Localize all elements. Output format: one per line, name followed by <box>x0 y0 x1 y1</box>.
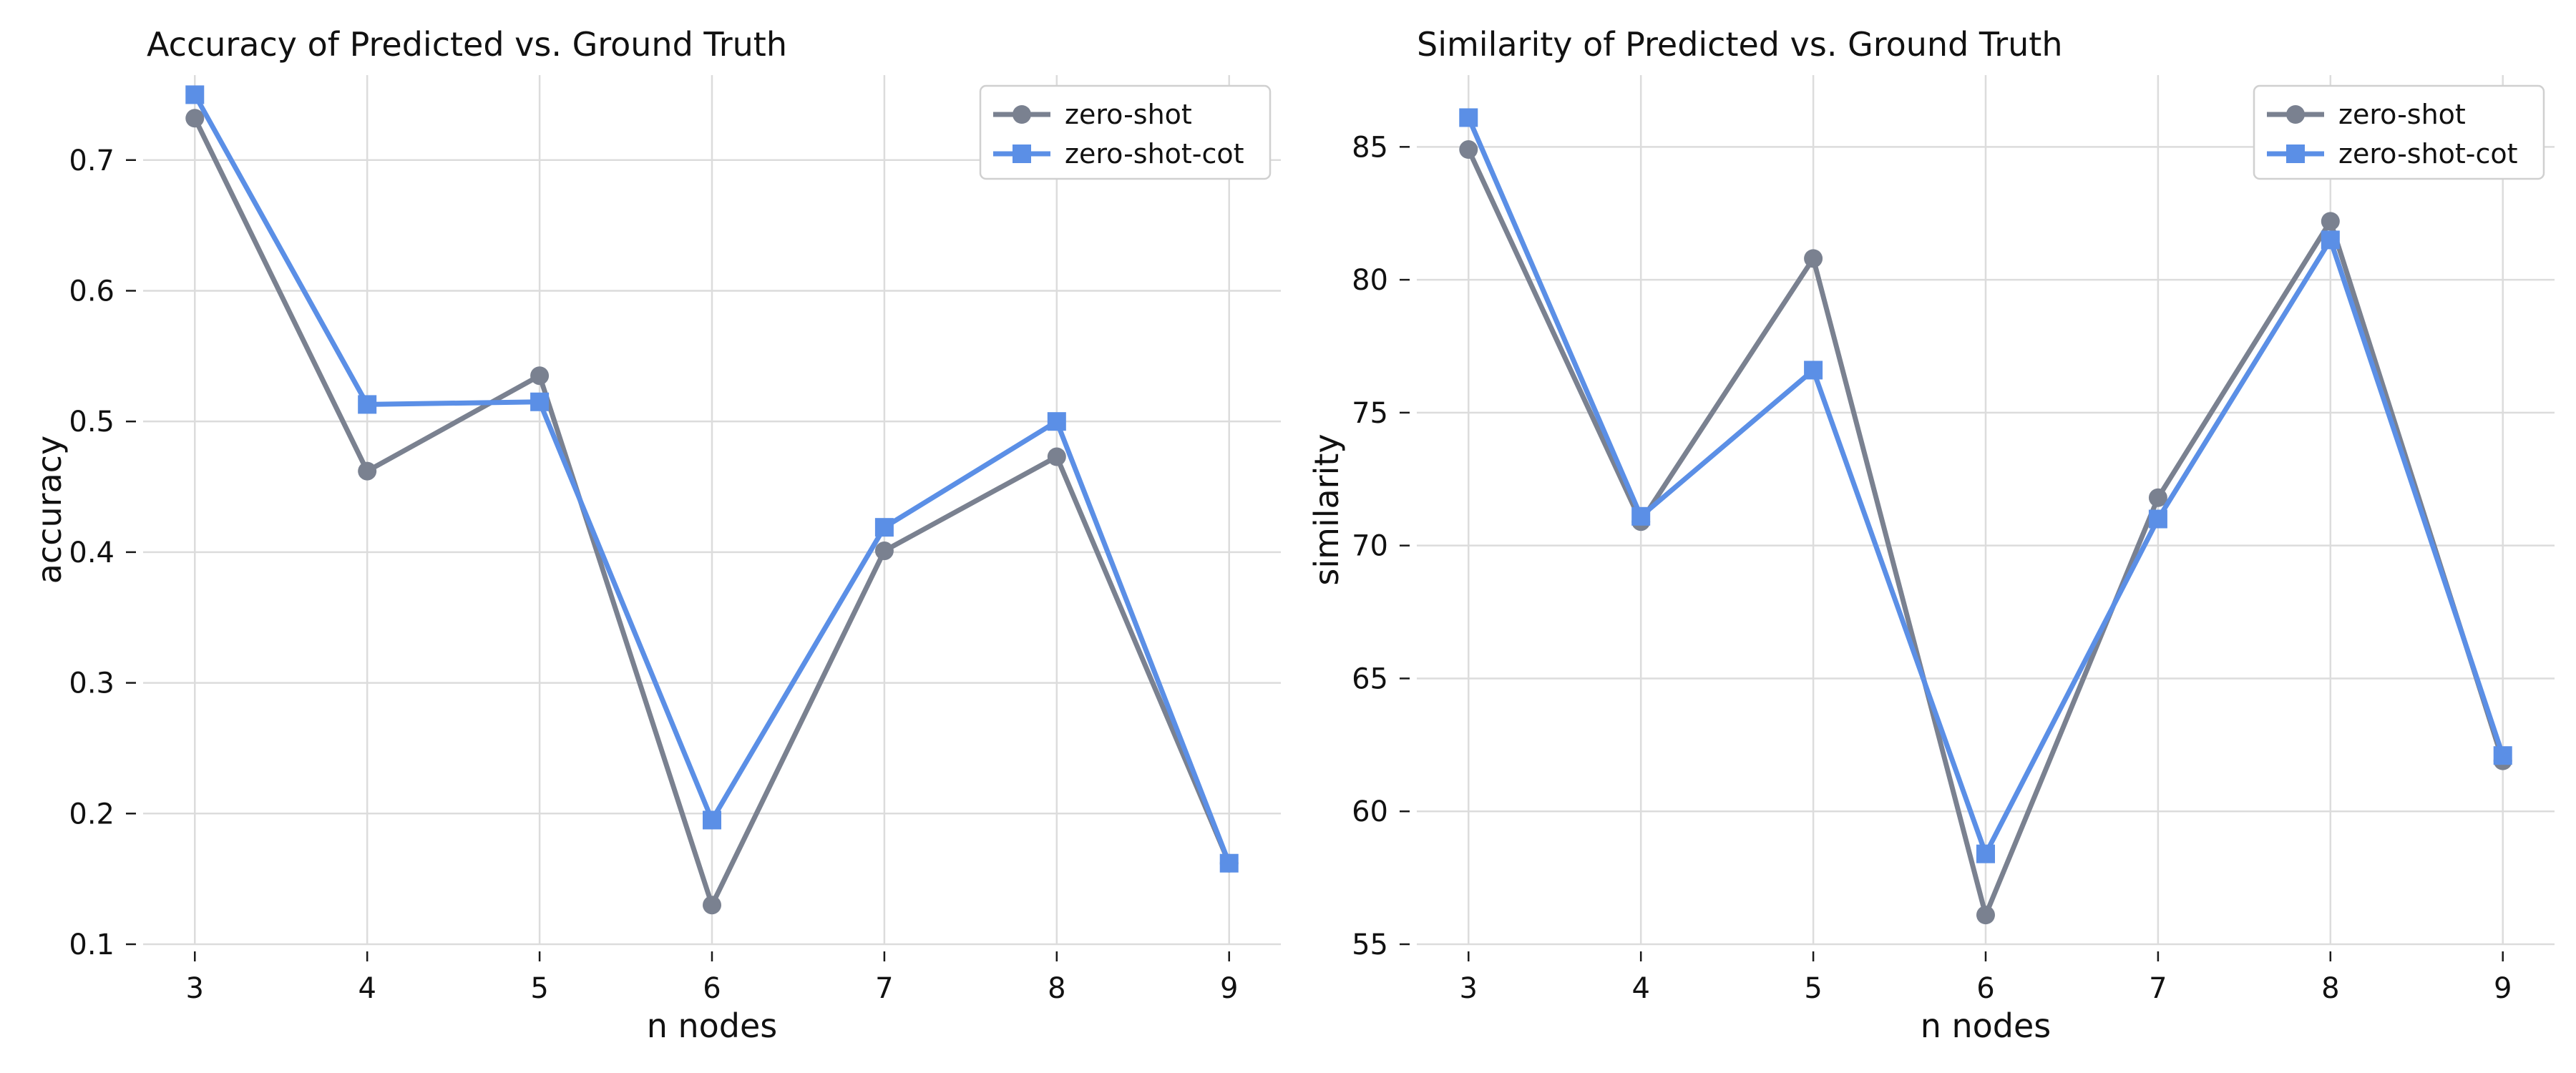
accuracy-legend-box <box>979 84 1272 180</box>
accuracy-legend-label: zero-shot-cot <box>1065 138 1244 170</box>
accuracy-data-point <box>703 810 721 830</box>
accuracy-legend-marker <box>1013 105 1031 124</box>
accuracy-chart-xlabel: n nodes <box>647 1006 778 1045</box>
similarity-ytick-label: 85 <box>1352 131 1388 164</box>
similarity-data-point <box>2321 212 2340 231</box>
accuracy-data-point <box>185 109 205 128</box>
similarity-legend-box <box>2253 84 2545 180</box>
similarity-ytick-label: 60 <box>1352 795 1388 828</box>
accuracy-data-point <box>358 395 377 414</box>
similarity-data-point <box>2321 230 2340 250</box>
similarity-data-point <box>1459 140 1478 160</box>
accuracy-xtick-label: 3 <box>186 972 204 1005</box>
accuracy-xtick-label: 4 <box>358 972 376 1005</box>
similarity-legend-label: zero-shot <box>2338 99 2466 130</box>
accuracy-series-zero-shot <box>185 109 1239 915</box>
similarity-data-point <box>1631 506 1651 526</box>
similarity-legend-label: zero-shot-cot <box>2338 138 2518 170</box>
similarity-data-point <box>2148 488 2167 507</box>
similarity-data-point <box>1804 249 1823 268</box>
accuracy-ytick-label: 0.5 <box>69 406 114 438</box>
similarity-ytick-label: 65 <box>1352 662 1388 695</box>
accuracy-data-point <box>1047 447 1066 466</box>
similarity-xtick-label: 7 <box>2149 972 2167 1005</box>
accuracy-data-point <box>703 896 721 915</box>
similarity-ytick-label: 80 <box>1352 264 1388 297</box>
accuracy-chart-ylabel: accuracy <box>30 436 69 584</box>
similarity-series-zero-shot-cot <box>1459 108 2512 863</box>
accuracy-legend-marker <box>1013 144 1031 163</box>
similarity-data-point <box>2148 509 2167 529</box>
similarity-chart: Similarity of Predicted vs. Ground Truth… <box>1307 25 2555 1045</box>
accuracy-chart: Accuracy of Predicted vs. Ground Truth n… <box>30 25 1281 1045</box>
similarity-data-point <box>2493 746 2512 765</box>
accuracy-data-point <box>1047 412 1066 431</box>
similarity-chart-xlabel: n nodes <box>1921 1006 2051 1045</box>
accuracy-ytick-label: 0.7 <box>69 144 114 177</box>
accuracy-series-zero-shot-cot <box>185 85 1239 873</box>
accuracy-ytick-label: 0.4 <box>69 536 114 569</box>
accuracy-xtick-label: 5 <box>530 972 548 1005</box>
accuracy-ytick-label: 0.2 <box>69 798 114 831</box>
accuracy-data-point <box>358 461 377 481</box>
similarity-grid <box>1417 75 2555 946</box>
accuracy-xtick-label: 8 <box>1048 972 1065 1005</box>
similarity-chart-ylabel: similarity <box>1307 433 1346 585</box>
similarity-data-point <box>1976 844 1995 863</box>
similarity-ytick-label: 55 <box>1352 929 1388 961</box>
similarity-xtick-label: 5 <box>1804 972 1822 1005</box>
similarity-xtick-label: 6 <box>1976 972 1994 1005</box>
similarity-xtick-label: 3 <box>1460 972 1478 1005</box>
accuracy-xtick-label: 6 <box>703 972 721 1005</box>
accuracy-data-point <box>874 542 894 561</box>
similarity-xtick-label: 8 <box>2321 972 2339 1005</box>
similarity-xtick-label: 9 <box>2494 972 2512 1005</box>
similarity-data-point <box>1459 108 1478 127</box>
similarity-legend-marker <box>2286 144 2305 163</box>
similarity-xtick-label: 4 <box>1631 972 1649 1005</box>
similarity-legend-marker <box>2286 105 2305 124</box>
similarity-data-point <box>1804 361 1823 380</box>
similarity-ytick-label: 75 <box>1352 397 1388 430</box>
accuracy-data-point <box>1219 853 1239 873</box>
accuracy-data-point <box>185 85 205 104</box>
accuracy-data-point <box>874 518 894 537</box>
accuracy-ytick-label: 0.3 <box>69 667 114 700</box>
similarity-data-point <box>1976 906 1995 925</box>
accuracy-ytick-label: 0.1 <box>69 929 114 961</box>
accuracy-chart-title: Accuracy of Predicted vs. Ground Truth <box>147 25 787 64</box>
accuracy-legend: zero-shot zero-shot-cot <box>979 84 1272 180</box>
accuracy-data-point <box>530 392 550 411</box>
similarity-chart-title: Similarity of Predicted vs. Ground Truth <box>1417 25 2062 64</box>
accuracy-xtick-label: 7 <box>875 972 893 1005</box>
accuracy-legend-label: zero-shot <box>1065 99 1192 130</box>
accuracy-data-point <box>530 366 550 386</box>
accuracy-xtick-label: 9 <box>1220 972 1238 1005</box>
similarity-ytick-label: 70 <box>1352 530 1388 563</box>
accuracy-ytick-label: 0.6 <box>69 275 114 308</box>
similarity-legend: zero-shot zero-shot-cot <box>2253 84 2545 180</box>
